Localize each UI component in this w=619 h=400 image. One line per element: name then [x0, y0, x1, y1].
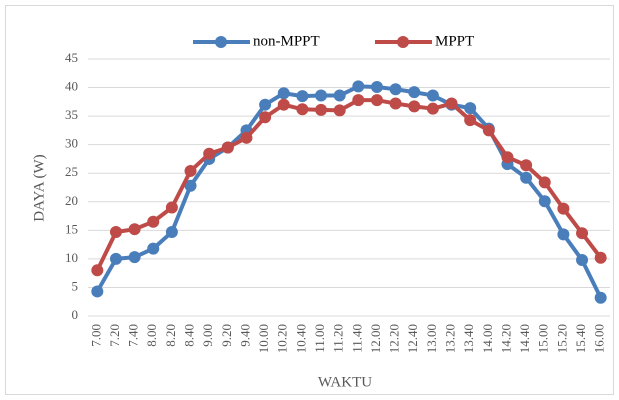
x-tick-label: 13.20 — [443, 324, 458, 353]
chart-border — [5, 5, 614, 395]
line — [95, 98, 603, 272]
y-tick-label: 35 — [65, 107, 78, 122]
marker — [370, 80, 383, 93]
marker — [221, 141, 234, 154]
marker — [333, 104, 346, 117]
marker — [91, 285, 104, 298]
marker — [315, 103, 328, 116]
x-tick-label: 9.20 — [219, 324, 234, 347]
y-tick-label: 20 — [65, 193, 78, 208]
marker — [259, 111, 272, 124]
x-tick-label: 10.40 — [293, 324, 308, 353]
marker — [296, 103, 309, 116]
marker — [426, 102, 439, 115]
marker — [315, 89, 328, 102]
x-tick-label: 10.20 — [275, 324, 290, 353]
marker — [165, 226, 178, 239]
y-axis-title: DAYA (W) — [31, 154, 47, 221]
marker — [426, 89, 439, 102]
marker — [91, 264, 104, 277]
marker — [594, 251, 607, 264]
marker — [557, 202, 570, 215]
marker — [128, 223, 141, 236]
x-tick-label: 9.40 — [237, 324, 252, 347]
x-tick-label: 15.20 — [554, 324, 569, 353]
marker — [520, 159, 533, 172]
marker — [352, 94, 365, 107]
x-tick-label: 16.00 — [592, 324, 607, 353]
x-tick-label: 14.40 — [517, 324, 532, 353]
marker — [389, 97, 402, 110]
marker — [203, 147, 216, 160]
marker — [109, 226, 122, 239]
legend-marker — [397, 36, 409, 48]
marker — [464, 114, 477, 127]
marker — [277, 87, 290, 100]
marker — [408, 100, 421, 113]
x-tick-label: 10.00 — [256, 324, 271, 353]
y-tick-label: 10 — [65, 250, 78, 265]
marker — [259, 98, 272, 111]
line — [95, 84, 603, 299]
x-tick-label: 12.20 — [387, 324, 402, 353]
marker — [109, 252, 122, 265]
x-tick-label: 12.40 — [405, 324, 420, 353]
marker — [557, 228, 570, 241]
marker — [594, 291, 607, 304]
x-tick-label: 14.00 — [480, 324, 495, 353]
y-tick-label: 5 — [72, 278, 79, 293]
x-tick-label: 11.40 — [349, 324, 364, 353]
marker — [240, 131, 253, 144]
x-tick-label: 7.40 — [126, 324, 141, 347]
marker — [538, 176, 551, 189]
marker — [128, 251, 141, 264]
x-tick-label: 7.20 — [107, 324, 122, 347]
legend-label: MPPT — [435, 33, 474, 49]
x-tick-label: 13.00 — [424, 324, 439, 353]
x-axis-title: WAKTU — [318, 374, 372, 390]
marker — [147, 215, 160, 228]
marker — [389, 83, 402, 96]
marker — [576, 254, 589, 267]
legend-label: non-MPPT — [253, 33, 320, 49]
marker — [576, 227, 589, 240]
x-tick-label: 14.20 — [498, 324, 513, 353]
marker — [147, 242, 160, 255]
marker — [352, 80, 365, 93]
x-tick-label: 8.40 — [182, 324, 197, 347]
x-tick-label: 11.20 — [331, 324, 346, 353]
legend-marker — [215, 36, 227, 48]
marker — [333, 89, 346, 102]
marker — [296, 90, 309, 103]
y-tick-label: 40 — [65, 79, 78, 94]
marker — [165, 201, 178, 214]
y-tick-label: 25 — [65, 164, 78, 179]
x-tick-label: 15.40 — [573, 324, 588, 353]
marker — [520, 171, 533, 184]
marker — [482, 124, 495, 137]
marker — [184, 164, 197, 177]
y-tick-label: 45 — [65, 50, 78, 65]
x-tick-label: 9.00 — [200, 324, 215, 347]
x-tick-label: 15.00 — [536, 324, 551, 353]
x-tick-label: 13.40 — [461, 324, 476, 353]
y-tick-label: 0 — [72, 307, 79, 322]
marker — [501, 151, 514, 164]
marker — [538, 195, 551, 208]
x-tick-label: 11.00 — [312, 324, 327, 353]
x-tick-label: 7.00 — [88, 324, 103, 347]
marker — [464, 102, 477, 115]
marker — [408, 86, 421, 99]
y-tick-label: 15 — [65, 221, 78, 236]
x-tick-label: 8.00 — [144, 324, 159, 347]
x-tick-label: 8.20 — [163, 324, 178, 347]
x-tick-label: 12.00 — [368, 324, 383, 353]
marker — [184, 179, 197, 192]
y-tick-label: 30 — [65, 136, 78, 151]
marker — [370, 94, 383, 107]
marker — [277, 98, 290, 111]
marker — [445, 97, 458, 110]
